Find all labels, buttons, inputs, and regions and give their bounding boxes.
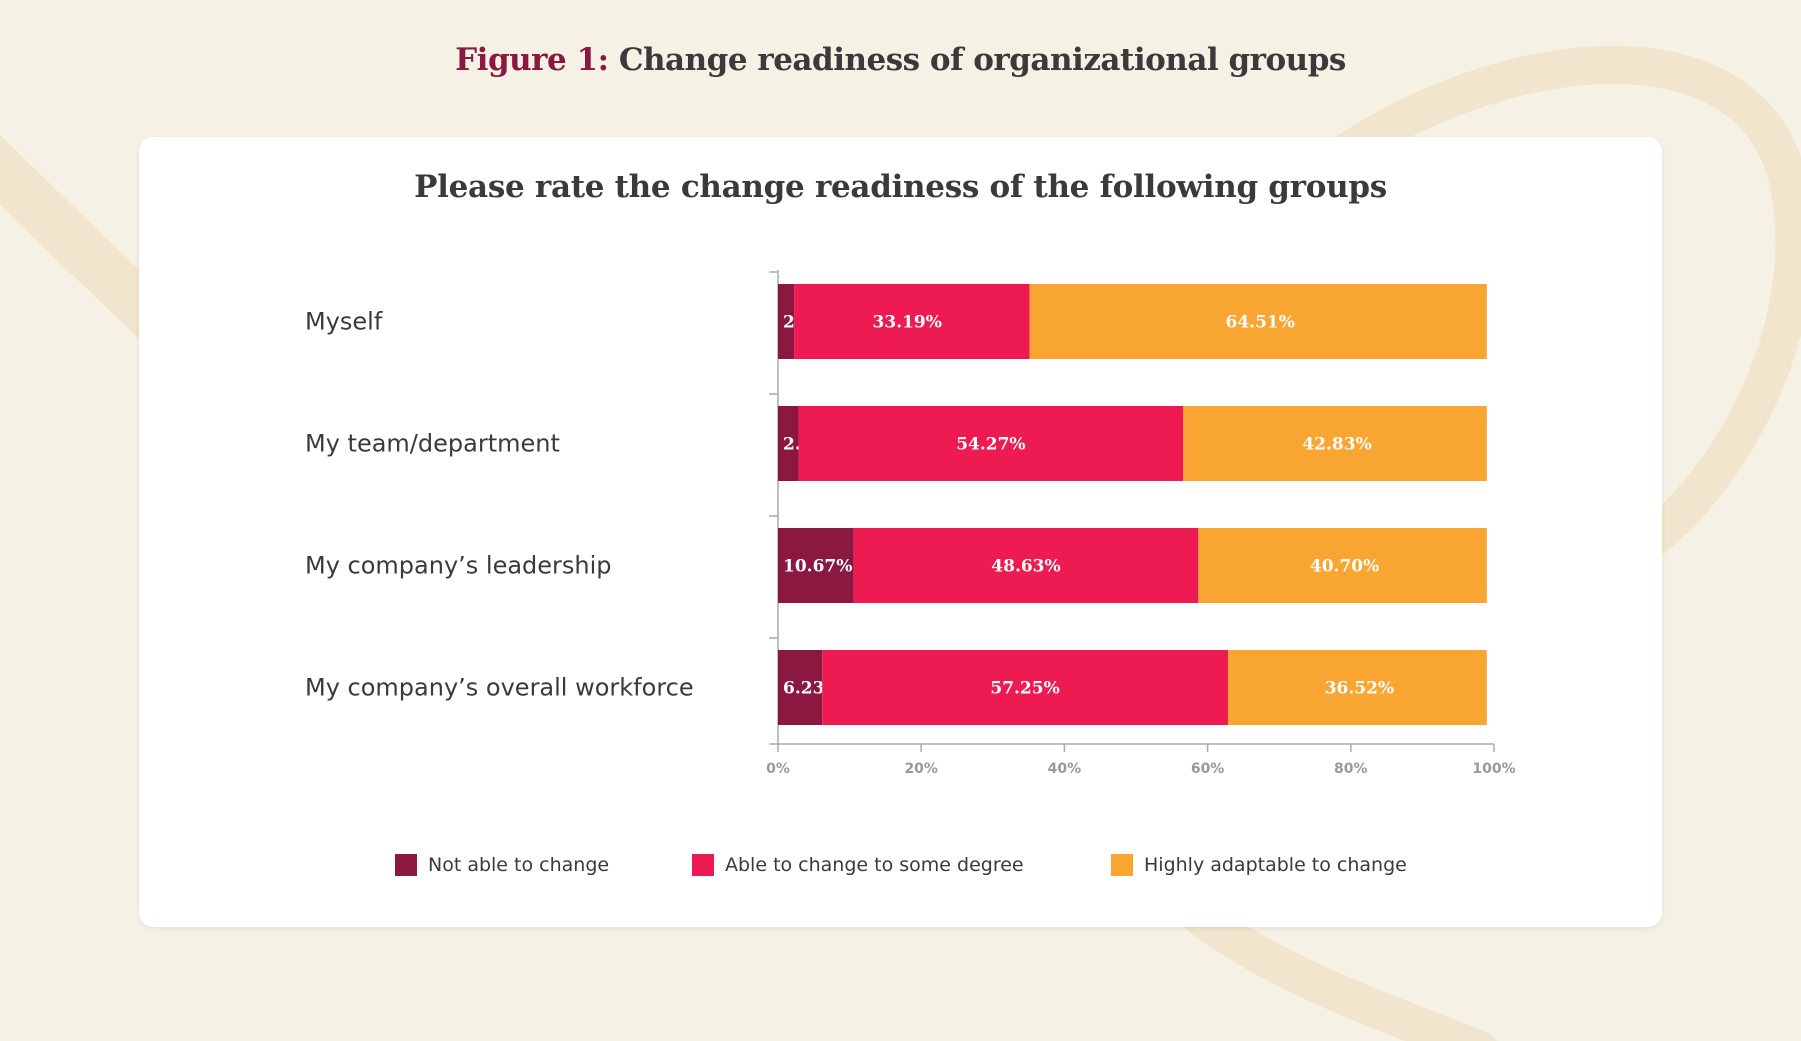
chart-legend: Not able to change Able to change to som… [139, 850, 1662, 880]
legend-swatch-highly [1111, 854, 1133, 876]
bar-segment [822, 650, 1228, 725]
bar-segment [778, 528, 854, 603]
data-label: 33.19% [873, 313, 942, 333]
data-label: 40.70% [1310, 557, 1379, 577]
bar-segment [778, 284, 795, 359]
data-label: 54.27% [956, 435, 1025, 455]
data-label: 57.25% [990, 679, 1059, 699]
legend-label-highly: Highly adaptable to change [1144, 854, 1407, 876]
legend-item-highly: Highly adaptable to change [1111, 850, 1407, 880]
chart-title: Please rate the change readiness of the … [414, 169, 1387, 205]
chart-card: Please rate the change readiness of the … [139, 137, 1662, 927]
bar-segment [1198, 528, 1487, 603]
x-tick-label: 40% [1048, 761, 1082, 777]
legend-swatch-not-able [395, 854, 417, 876]
bar-segment [1183, 406, 1487, 481]
legend-item-not-able: Not able to change [395, 850, 609, 880]
legend-swatch-some-degree [692, 854, 714, 876]
legend-item-some-degree: Able to change to some degree [692, 850, 1024, 880]
figure-title: Figure 1: Change readiness of organizati… [0, 42, 1801, 78]
x-tick-label: 100% [1472, 761, 1515, 777]
legend-label-some-degree: Able to change to some degree [725, 854, 1024, 876]
data-label: 36.52% [1325, 679, 1394, 699]
data-label: 64.51% [1226, 313, 1295, 333]
bar-segment [778, 406, 799, 481]
x-tick-label: 60% [1191, 761, 1225, 777]
bar-segment [1227, 650, 1487, 725]
category-label: Myself [305, 308, 383, 336]
stacked-bar-chart: 0%20%40%60%80%100%Myself2.30%33.19%64.51… [305, 270, 1516, 777]
x-tick-label: 20% [904, 761, 938, 777]
x-tick-label: 0% [766, 761, 790, 777]
bar-segment [1029, 284, 1487, 359]
bar-segment [798, 406, 1184, 481]
category-label: My company’s overall workforce [305, 674, 694, 702]
bar-segment [794, 284, 1030, 359]
data-label: 10.67% [783, 557, 852, 577]
bar-segment [853, 528, 1199, 603]
category-label: My company’s leadership [305, 552, 612, 580]
legend-label-not-able: Not able to change [428, 854, 610, 876]
figure-title-text: Change readiness of organizational group… [618, 42, 1346, 78]
x-tick-label: 80% [1334, 761, 1368, 777]
category-label: My team/department [305, 430, 560, 458]
figure-label: Figure 1: [455, 42, 609, 78]
bar-segment [778, 650, 823, 725]
data-label: 48.63% [991, 557, 1060, 577]
data-label: 42.83% [1302, 435, 1371, 455]
